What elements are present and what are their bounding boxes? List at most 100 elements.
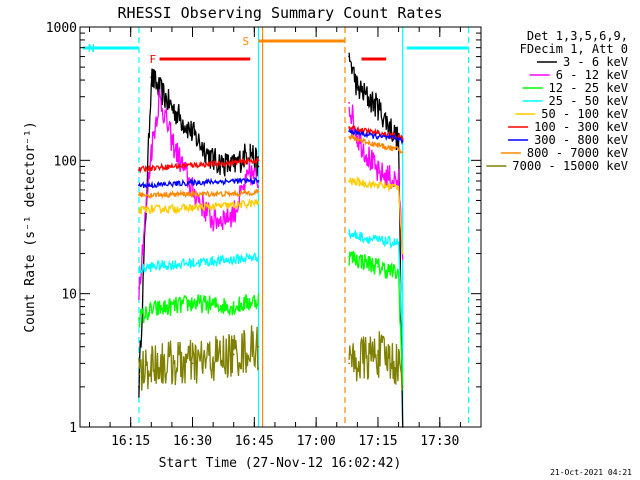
x-tick-label-3: 17:00 [297,434,336,449]
series-6 [138,128,404,189]
series-5-point-1-1 [377,132,379,135]
series-2-point-0-2 [191,302,194,304]
series-6-point-0-2 [191,181,194,184]
series-0-point-0-1 [150,76,153,79]
series-6-point-0-4 [257,180,260,182]
y-tick-label-2: 100 [54,154,77,169]
legend-header-2: FDecim 1, Att 0 [520,42,628,56]
series-1-point-1-3 [397,180,400,182]
series-0-point-0-0 [138,385,140,388]
series-7-point-1-0 [348,135,351,138]
series-0-point-0-4 [212,159,215,162]
legend-item-1: 6 - 12 keV [556,68,628,82]
y-tick-label-0: 1 [69,421,77,436]
series-6-point-1-2 [397,137,400,140]
x-axis-label: Start Time (27-Nov-12 16:02:42) [159,456,402,471]
plot-area: F N S [83,27,470,428]
series-7-point-0-1 [150,194,153,196]
series-7-point-1-1 [377,144,379,147]
series-6-point-0-1 [150,184,153,187]
series-0-point-0-7 [257,165,260,168]
series-8-point-1-3 [401,385,404,388]
series-3-point-1-0 [348,233,351,235]
series-8-point-1-2 [397,362,400,365]
axes-frame [79,26,482,428]
footer-timestamp: 21-Oct-2021 04:21 [550,468,632,477]
legend-item-5: 100 - 300 keV [534,120,628,134]
series-0-point-0-3 [191,132,194,135]
x-tick-label-0: 16:15 [111,434,150,449]
series-4-point-0-3 [232,204,235,207]
series-0-point-1-1 [356,86,359,89]
series-6-point-1-1 [377,135,379,138]
series-0-point-1-2 [377,106,379,109]
y-tick-label-1: 10 [61,288,77,303]
series-1-line-1 [348,104,404,260]
series-1 [138,89,404,301]
annotation-label-n: N [88,42,95,55]
y-axis-label: Count Rate (s⁻¹ detector⁻¹) [23,121,38,332]
series-2-line-0 [138,293,260,328]
series-5-point-0-3 [232,161,235,164]
series-4-point-0-0 [138,209,140,212]
series-7-point-0-2 [191,193,194,195]
series-8-point-0-2 [191,362,194,365]
series-2-point-0-0 [138,317,140,320]
series-3-point-1-3 [401,345,404,348]
annotation-label-s: S [242,35,249,48]
legend-item-7: 800 - 7000 keV [527,146,628,160]
series-2-point-0-1 [150,309,153,312]
series-1-point-0-3 [171,139,173,142]
series-2-point-1-1 [377,265,379,268]
series-7-point-0-4 [257,190,260,193]
x-tick-label-4: 17:15 [358,434,397,449]
x-tick-label-2: 16:45 [235,434,274,449]
series-1-point-0-5 [212,220,215,223]
legend-header-1: Det 1,3,5,6,9, [527,29,628,43]
series-8-line-0 [138,325,260,391]
series-8-point-1-1 [377,353,379,356]
series-5-point-0-4 [257,159,260,162]
series-8-point-1-0 [348,362,351,365]
series-4-line-1 [348,175,404,255]
series-1-point-1-0 [348,101,351,104]
series-8-point-0-0 [138,373,140,375]
series-7-point-1-3 [401,151,404,154]
series-5-point-0-1 [150,166,153,169]
series-7 [138,133,404,200]
series-3-point-1-2 [397,242,400,244]
series-8-point-0-3 [232,353,235,356]
series-6-point-1-3 [401,139,404,142]
series-8-point-0-4 [257,345,260,348]
series-3-point-0-0 [138,269,140,272]
series-1-point-0-0 [138,287,140,290]
series-4-point-0-2 [191,206,194,209]
series-3-point-0-3 [232,258,235,261]
series-8-line-1 [348,331,403,391]
series-0-point-0-6 [249,148,252,151]
series-2-point-1-0 [348,255,351,258]
series-6-point-0-0 [138,184,140,187]
legend-item-0: 3 - 6 keV [563,55,628,69]
series-4-point-1-3 [401,252,404,255]
y-tick-label-3: 1000 [46,21,77,36]
series-3 [138,229,404,348]
series-3-point-0-1 [150,265,153,268]
series-8-point-0-1 [150,362,153,365]
axes: 1 10 100 1000 16:15 16:30 16:45 17:00 17:15 17:30 [46,21,482,449]
series-7-point-0-3 [232,193,235,195]
series-1-point-1-2 [377,172,379,175]
legend-item-3: 25 - 50 keV [549,94,628,108]
series-6-line-1 [348,128,404,145]
legend-item-2: 12 - 25 keV [549,81,628,95]
series-7-line-1 [348,133,404,155]
series-5-point-0-0 [138,168,140,171]
series-2-point-0-3 [232,305,235,308]
series-2-point-1-2 [397,273,400,276]
series-1-point-0-4 [191,189,194,191]
series-4-point-1-2 [397,186,400,188]
series-5-point-1-3 [401,137,404,140]
series-0-line-1 [348,52,404,428]
series-5-point-1-0 [348,127,351,129]
